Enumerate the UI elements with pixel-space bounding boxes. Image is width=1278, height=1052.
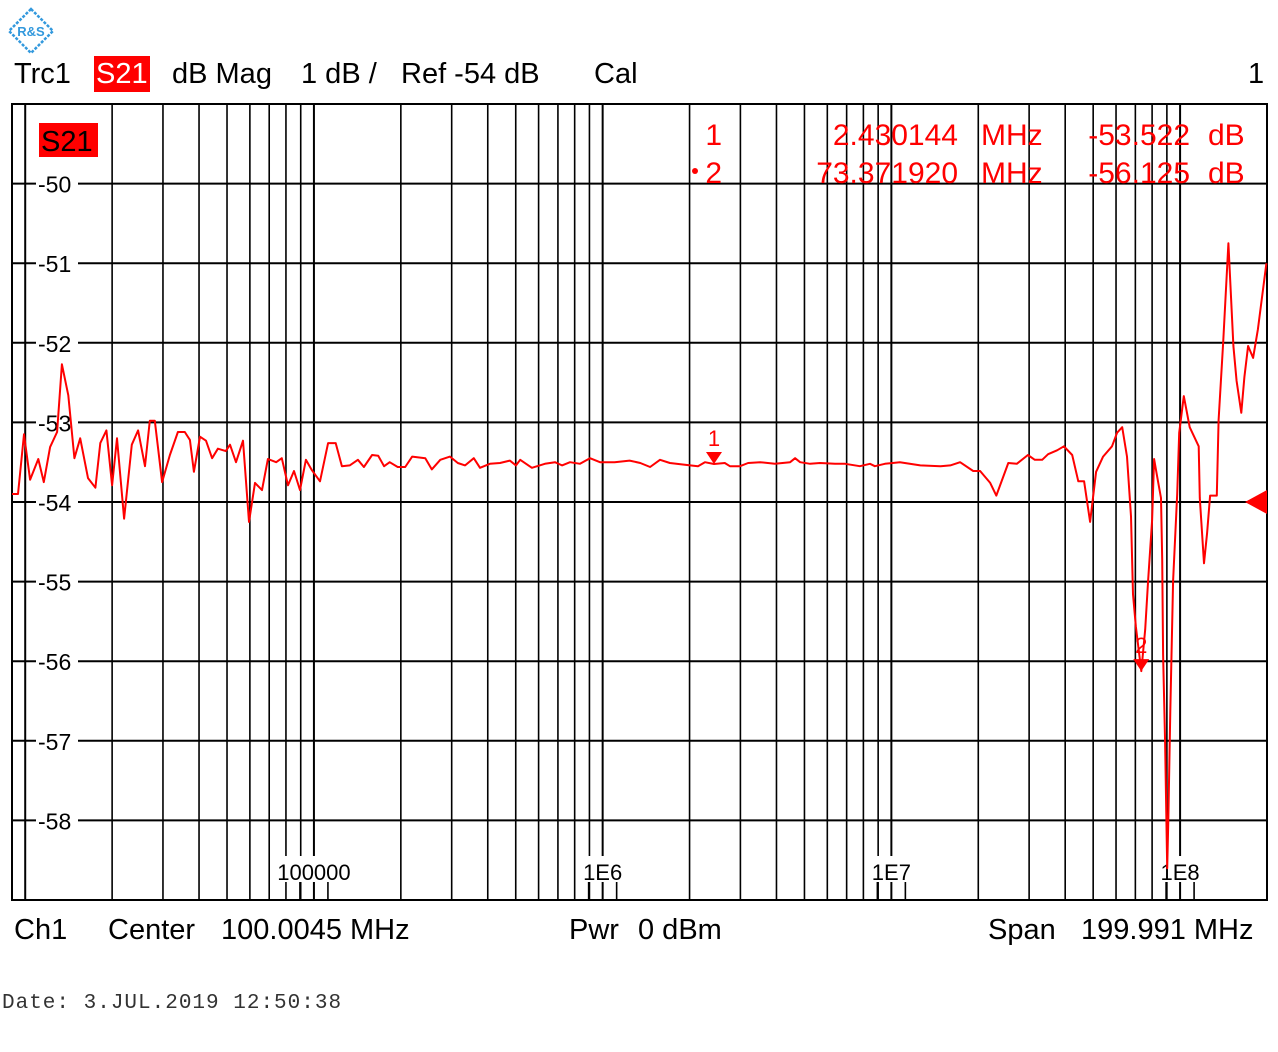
center-frequency[interactable]: 100.0045 MHz — [221, 914, 410, 946]
marker-readout-value: -56.125 — [1088, 157, 1190, 190]
ytick-label: -56 — [38, 649, 71, 675]
marker-readout-value-unit: dB — [1208, 157, 1245, 190]
xtick-label: 1E7 — [872, 860, 911, 885]
marker-label: 1 — [708, 426, 720, 451]
ytick-label: -57 — [38, 729, 71, 755]
svg-text:R&S: R&S — [17, 24, 45, 39]
xtick-label: 100000 — [277, 860, 350, 885]
marker-readout-id: 2 — [705, 157, 722, 190]
marker-triangle-icon — [1133, 659, 1150, 672]
date-stamp: Date: 3.JUL.2019 12:50:38 — [2, 992, 343, 1015]
ytick-label-bg — [36, 170, 78, 197]
ytick-label-bg — [36, 727, 78, 754]
ytick-label: -52 — [38, 331, 71, 357]
rohde-schwarz-logo: R&S — [7, 7, 55, 55]
power-value[interactable]: 0 dBm — [638, 914, 722, 946]
ytick-label-bg — [36, 329, 78, 356]
ytick-label: -50 — [38, 172, 71, 198]
xtick-label-bg — [271, 856, 356, 882]
marker-readout-value-unit: dB — [1208, 119, 1245, 152]
xtick-label-bg — [868, 856, 914, 882]
marker-readout-value: -53.522 — [1088, 119, 1190, 152]
trace-name: Trc1 — [14, 58, 71, 90]
s21-trace — [12, 242, 1268, 870]
ytick-label: -54 — [38, 490, 71, 516]
marker-readout-frequency: 73.371920 — [816, 157, 958, 190]
marker-readout-frequency-unit: MHz — [981, 157, 1043, 190]
trace-label-box — [39, 123, 98, 157]
ytick-label: -55 — [38, 570, 71, 596]
span-value[interactable]: 199.991 MHz — [1081, 914, 1254, 946]
marker-triangle-icon — [705, 451, 722, 464]
reference-level[interactable]: Ref -54 dB — [401, 58, 540, 90]
ytick-label-bg — [36, 807, 78, 834]
span-label: Span — [988, 914, 1056, 946]
trace-label: S21 — [41, 126, 93, 158]
trace-format[interactable]: dB Mag — [172, 58, 272, 90]
ytick-label: -51 — [38, 251, 71, 277]
cal-status: Cal — [594, 58, 638, 90]
marker-readout-frequency-unit: MHz — [981, 119, 1043, 152]
ytick-label-bg — [36, 568, 78, 595]
ytick-label: -53 — [38, 410, 71, 436]
trace-param-badge[interactable]: S21 — [94, 56, 150, 92]
marker-label: 2 — [1135, 633, 1147, 658]
marker-1[interactable]: 1 — [705, 426, 722, 464]
ytick-label: -58 — [38, 808, 71, 834]
xtick-label-bg — [1157, 856, 1203, 882]
window-number: 1 — [1248, 58, 1265, 90]
xtick-label-bg — [580, 856, 626, 882]
xtick-label: 1E6 — [583, 860, 622, 885]
active-marker-dot-icon — [692, 168, 698, 174]
marker-readout-id: 1 — [705, 119, 722, 152]
ytick-label-bg — [36, 250, 78, 277]
power-label: Pwr — [569, 914, 619, 946]
center-label: Center — [108, 914, 196, 946]
ytick-label-bg — [36, 648, 78, 675]
marker-2[interactable]: 2 — [1133, 633, 1150, 672]
trace-scale[interactable]: 1 dB / — [301, 58, 377, 90]
reference-level-arrow-icon — [1245, 490, 1267, 514]
marker-readout-frequency: 2.430144 — [833, 119, 958, 152]
channel-label: Ch1 — [14, 914, 68, 946]
ytick-label-bg — [36, 489, 78, 515]
